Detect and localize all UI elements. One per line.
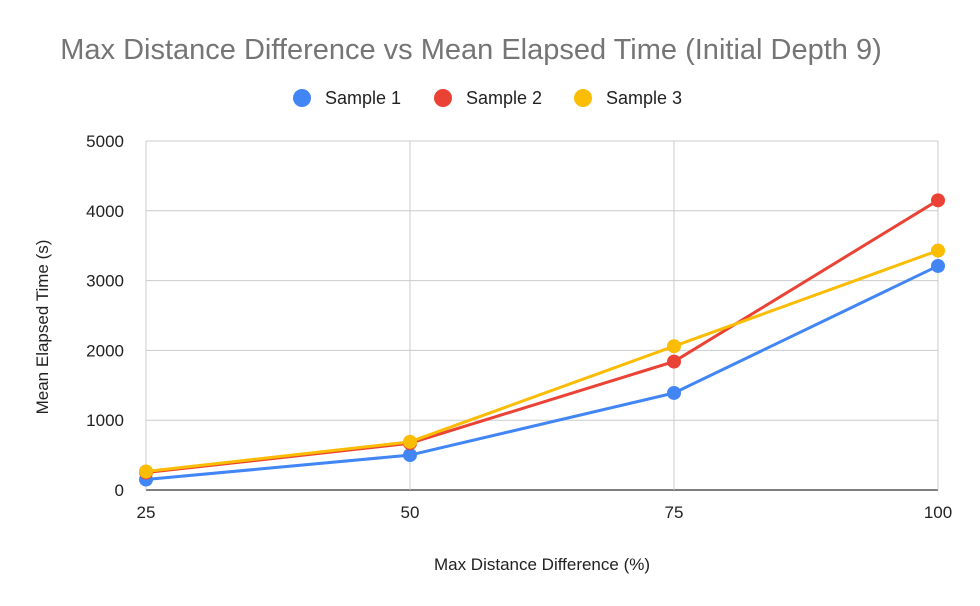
legend-label: Sample 2 xyxy=(466,88,542,108)
series-points xyxy=(139,193,945,487)
legend-swatch xyxy=(293,89,311,107)
y-tick-label: 4000 xyxy=(86,202,124,221)
y-tick-label: 0 xyxy=(115,481,124,500)
y-axis-ticks: 0 1000 2000 3000 4000 5000 xyxy=(86,132,124,500)
legend-swatch xyxy=(434,89,452,107)
data-point-sample-1[interactable] xyxy=(931,258,945,273)
series-line-sample-1 xyxy=(144,264,940,482)
data-point-sample-3[interactable] xyxy=(667,339,681,354)
y-tick-label: 5000 xyxy=(86,132,124,151)
data-point-sample-3[interactable] xyxy=(403,434,417,449)
legend-item-sample-1[interactable]: Sample 1 xyxy=(293,88,401,108)
legend-swatch xyxy=(574,89,592,107)
series-lines xyxy=(144,198,940,482)
series-line-sample-2 xyxy=(144,198,940,475)
x-tick-label: 50 xyxy=(401,503,420,522)
x-axis-ticks: 25 50 75 100 xyxy=(137,503,953,522)
y-tick-label: 3000 xyxy=(86,272,124,291)
chart-title: Max Distance Difference vs Mean Elapsed … xyxy=(60,34,882,66)
x-axis-title: Max Distance Difference (%) xyxy=(434,555,650,574)
legend-label: Sample 1 xyxy=(325,88,401,108)
series-line-sample-3 xyxy=(144,249,940,474)
data-point-sample-2[interactable] xyxy=(931,193,945,208)
y-tick-label: 1000 xyxy=(86,411,124,430)
legend-label: Sample 3 xyxy=(606,88,682,108)
y-tick-label: 2000 xyxy=(86,341,124,360)
data-point-sample-1[interactable] xyxy=(403,448,417,463)
data-point-sample-1[interactable] xyxy=(667,385,681,400)
y-axis-title: Mean Elapsed Time (s) xyxy=(33,240,52,415)
data-point-sample-3[interactable] xyxy=(139,464,153,479)
legend-item-sample-3[interactable]: Sample 3 xyxy=(574,88,682,108)
legend: Sample 1 Sample 2 Sample 3 xyxy=(293,88,682,108)
legend-item-sample-2[interactable]: Sample 2 xyxy=(434,88,542,108)
x-tick-label: 75 xyxy=(665,503,684,522)
x-tick-label: 100 xyxy=(924,503,952,522)
x-tick-label: 25 xyxy=(137,503,156,522)
data-point-sample-3[interactable] xyxy=(931,243,945,258)
data-point-sample-2[interactable] xyxy=(667,354,681,369)
gridlines xyxy=(145,140,939,491)
